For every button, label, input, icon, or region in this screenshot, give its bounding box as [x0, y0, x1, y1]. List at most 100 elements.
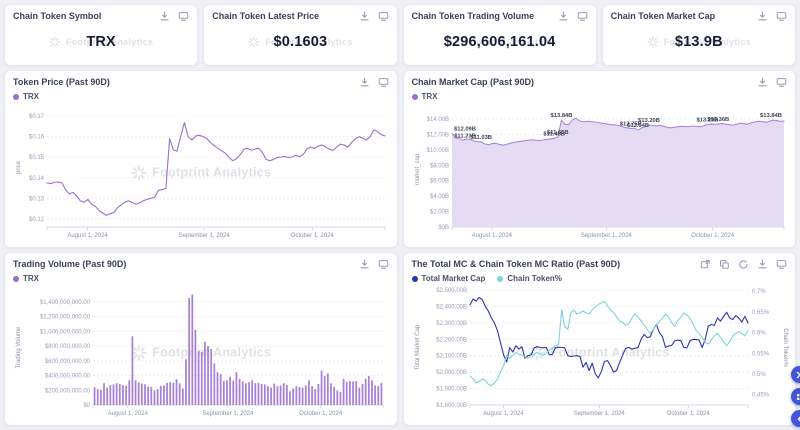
svg-text:$600,000,000.00: $600,000,000.00 — [45, 359, 91, 365]
legend-dot — [497, 275, 504, 282]
card-toolbar — [359, 77, 389, 88]
copy-icon[interactable] — [719, 259, 730, 270]
trading-volume-card: Trading Volume (Past 90D) TRX Footprint … — [4, 252, 398, 426]
floating-collapse-button[interactable] — [791, 410, 800, 427]
download-icon[interactable] — [757, 259, 768, 270]
embed-icon[interactable] — [378, 77, 389, 88]
footprint-logo-icon — [647, 36, 659, 48]
kpi-value: $13.9B — [674, 34, 723, 50]
chain-market-cap-chart[interactable]: $0B $2.00B $4.00B $6.00B $8.00B $10.00B $12.00… — [412, 102, 790, 242]
chain-market-cap-card: Chain Market Cap (Past 90D) TRX Footprin… — [402, 70, 796, 248]
svg-text:Total Market Cap: Total Market Cap — [415, 324, 421, 370]
svg-text:$6.00B: $6.00B — [429, 179, 448, 185]
download-icon[interactable] — [359, 77, 370, 88]
card-title: Token Price (Past 90D) — [13, 77, 110, 87]
middle-chart-row: Token Price (Past 90D) TRX Footprint Ana… — [4, 70, 796, 248]
card-header: Trading Volume (Past 90D) — [13, 259, 389, 271]
embed-icon[interactable] — [378, 11, 389, 22]
svg-text:0.7%: 0.7% — [752, 289, 766, 295]
embed-icon[interactable] — [776, 11, 787, 22]
svg-text:$8.00B: $8.00B — [429, 163, 448, 169]
kpi-card-latest-price: Chain Token Latest Price Footprint Analy… — [203, 4, 398, 66]
kpi-card-token-symbol: Chain Token Symbol Footprint Analytics T… — [4, 4, 199, 66]
legend-item-total-market-cap[interactable]: Total Market Cap — [411, 274, 485, 283]
card-header: Token Price (Past 90D) — [13, 77, 389, 89]
svg-text:September 1, 2024: September 1, 2024 — [202, 411, 254, 417]
embed-icon[interactable] — [577, 11, 588, 22]
card-title: Chain Market Cap (Past 90D) — [411, 77, 535, 87]
kpi-card-market-cap: Chain Token Market Cap Footprint Analyti… — [601, 4, 796, 66]
svg-text:0.5%: 0.5% — [752, 372, 766, 378]
card-toolbar — [757, 11, 787, 22]
refresh-icon[interactable] — [738, 259, 749, 270]
grid-icon — [796, 393, 799, 400]
svg-text:0.6%: 0.6% — [752, 331, 766, 337]
svg-text:September 1, 2024: September 1, 2024 — [573, 411, 625, 417]
svg-text:$4.00B: $4.00B — [429, 194, 448, 200]
floating-close-button[interactable] — [791, 366, 800, 383]
svg-text:$12.75B: $12.75B — [619, 122, 641, 128]
legend-item-trx[interactable]: TRX — [13, 92, 39, 101]
export-image-icon[interactable] — [700, 259, 711, 270]
mc-ratio-chart[interactable]: $1,800.00B $1,900.00B $2,000.00B $2,100.00B… — [412, 284, 790, 420]
card-title: Chain Token Latest Price — [212, 11, 320, 21]
download-icon[interactable] — [359, 259, 370, 270]
legend-dot — [411, 93, 418, 100]
card-toolbar — [757, 77, 787, 88]
embed-icon[interactable] — [776, 259, 787, 270]
download-icon[interactable] — [159, 11, 170, 22]
mc-ratio-card: The Total MC & Chain Token MC Ratio (Pas… — [402, 252, 796, 426]
svg-text:$1,900.00B: $1,900.00B — [436, 387, 467, 393]
svg-text:$2,200.00B: $2,200.00B — [436, 337, 467, 343]
card-header: Chain Token Latest Price — [212, 11, 388, 23]
download-icon[interactable] — [757, 11, 768, 22]
legend-item-trx[interactable]: TRX — [13, 274, 39, 283]
svg-text:$13.84B: $13.84B — [760, 113, 782, 119]
svg-text:$800,000,000.00: $800,000,000.00 — [45, 344, 91, 350]
card-header: Chain Token Market Cap — [611, 11, 787, 23]
legend-label: TRX — [23, 274, 39, 283]
download-icon[interactable] — [757, 77, 768, 88]
floating-widgets-button[interactable] — [791, 388, 800, 405]
embed-icon[interactable] — [378, 259, 389, 270]
svg-text:$0.12: $0.12 — [29, 217, 45, 223]
card-toolbar — [700, 259, 787, 270]
svg-text:$2,500.00B: $2,500.00B — [436, 288, 467, 294]
svg-text:September 1, 2024: September 1, 2024 — [580, 233, 632, 239]
svg-text:August 1, 2024: August 1, 2024 — [471, 233, 512, 239]
svg-text:$12.54B: $12.54B — [627, 123, 649, 129]
download-icon[interactable] — [359, 11, 370, 22]
trading-volume-chart[interactable]: $0 $200,000,000.00 $400,000,000.00 $600,000… — [13, 284, 391, 420]
svg-text:$2,400.00B: $2,400.00B — [436, 304, 467, 310]
embed-icon[interactable] — [178, 11, 189, 22]
svg-text:0.65%: 0.65% — [752, 310, 770, 316]
chart-legend: TRX — [13, 91, 389, 102]
svg-text:$0.16: $0.16 — [29, 135, 45, 141]
bottom-chart-row: Trading Volume (Past 90D) TRX Footprint … — [4, 252, 796, 426]
embed-icon[interactable] — [776, 77, 787, 88]
download-icon[interactable] — [558, 11, 569, 22]
legend-item-trx[interactable]: TRX — [411, 92, 438, 101]
chart-legend: Total Market Cap Chain Token% — [411, 273, 788, 284]
svg-text:$2,000.00B: $2,000.00B — [436, 370, 467, 376]
svg-text:$0.17: $0.17 — [29, 114, 45, 120]
card-header: Chain Token Trading Volume — [412, 11, 588, 23]
kpi-card-trading-volume: Chain Token Trading Volume Footprint Ana… — [402, 4, 597, 66]
legend-label: TRX — [421, 92, 438, 101]
legend-dot — [13, 93, 19, 100]
token-price-chart[interactable]: $0.12 $0.13 $0.14 $0.15 $0.16 $0.17 August 1, … — [13, 102, 391, 242]
svg-text:August 1, 2024: August 1, 2024 — [108, 411, 149, 417]
svg-text:$1,200,000,000.00: $1,200,000,000.00 — [40, 315, 91, 321]
legend-item-chain-token-pct[interactable]: Chain Token% — [497, 274, 562, 283]
card-toolbar — [159, 11, 189, 22]
svg-text:October 1, 2024: October 1, 2024 — [291, 233, 335, 239]
chart-legend: TRX — [411, 91, 788, 102]
svg-text:Chain Token%: Chain Token% — [782, 328, 788, 367]
chart-area: Footprint Analytics $0 $200,000,000.00 $40… — [13, 284, 389, 421]
legend-dot — [411, 275, 418, 282]
kpi-body: Footprint Analytics $0.1603 — [212, 23, 388, 61]
svg-text:market_cap: market_cap — [415, 153, 421, 185]
kpi-row: Chain Token Symbol Footprint Analytics T… — [4, 4, 796, 66]
legend-dot — [13, 275, 19, 282]
